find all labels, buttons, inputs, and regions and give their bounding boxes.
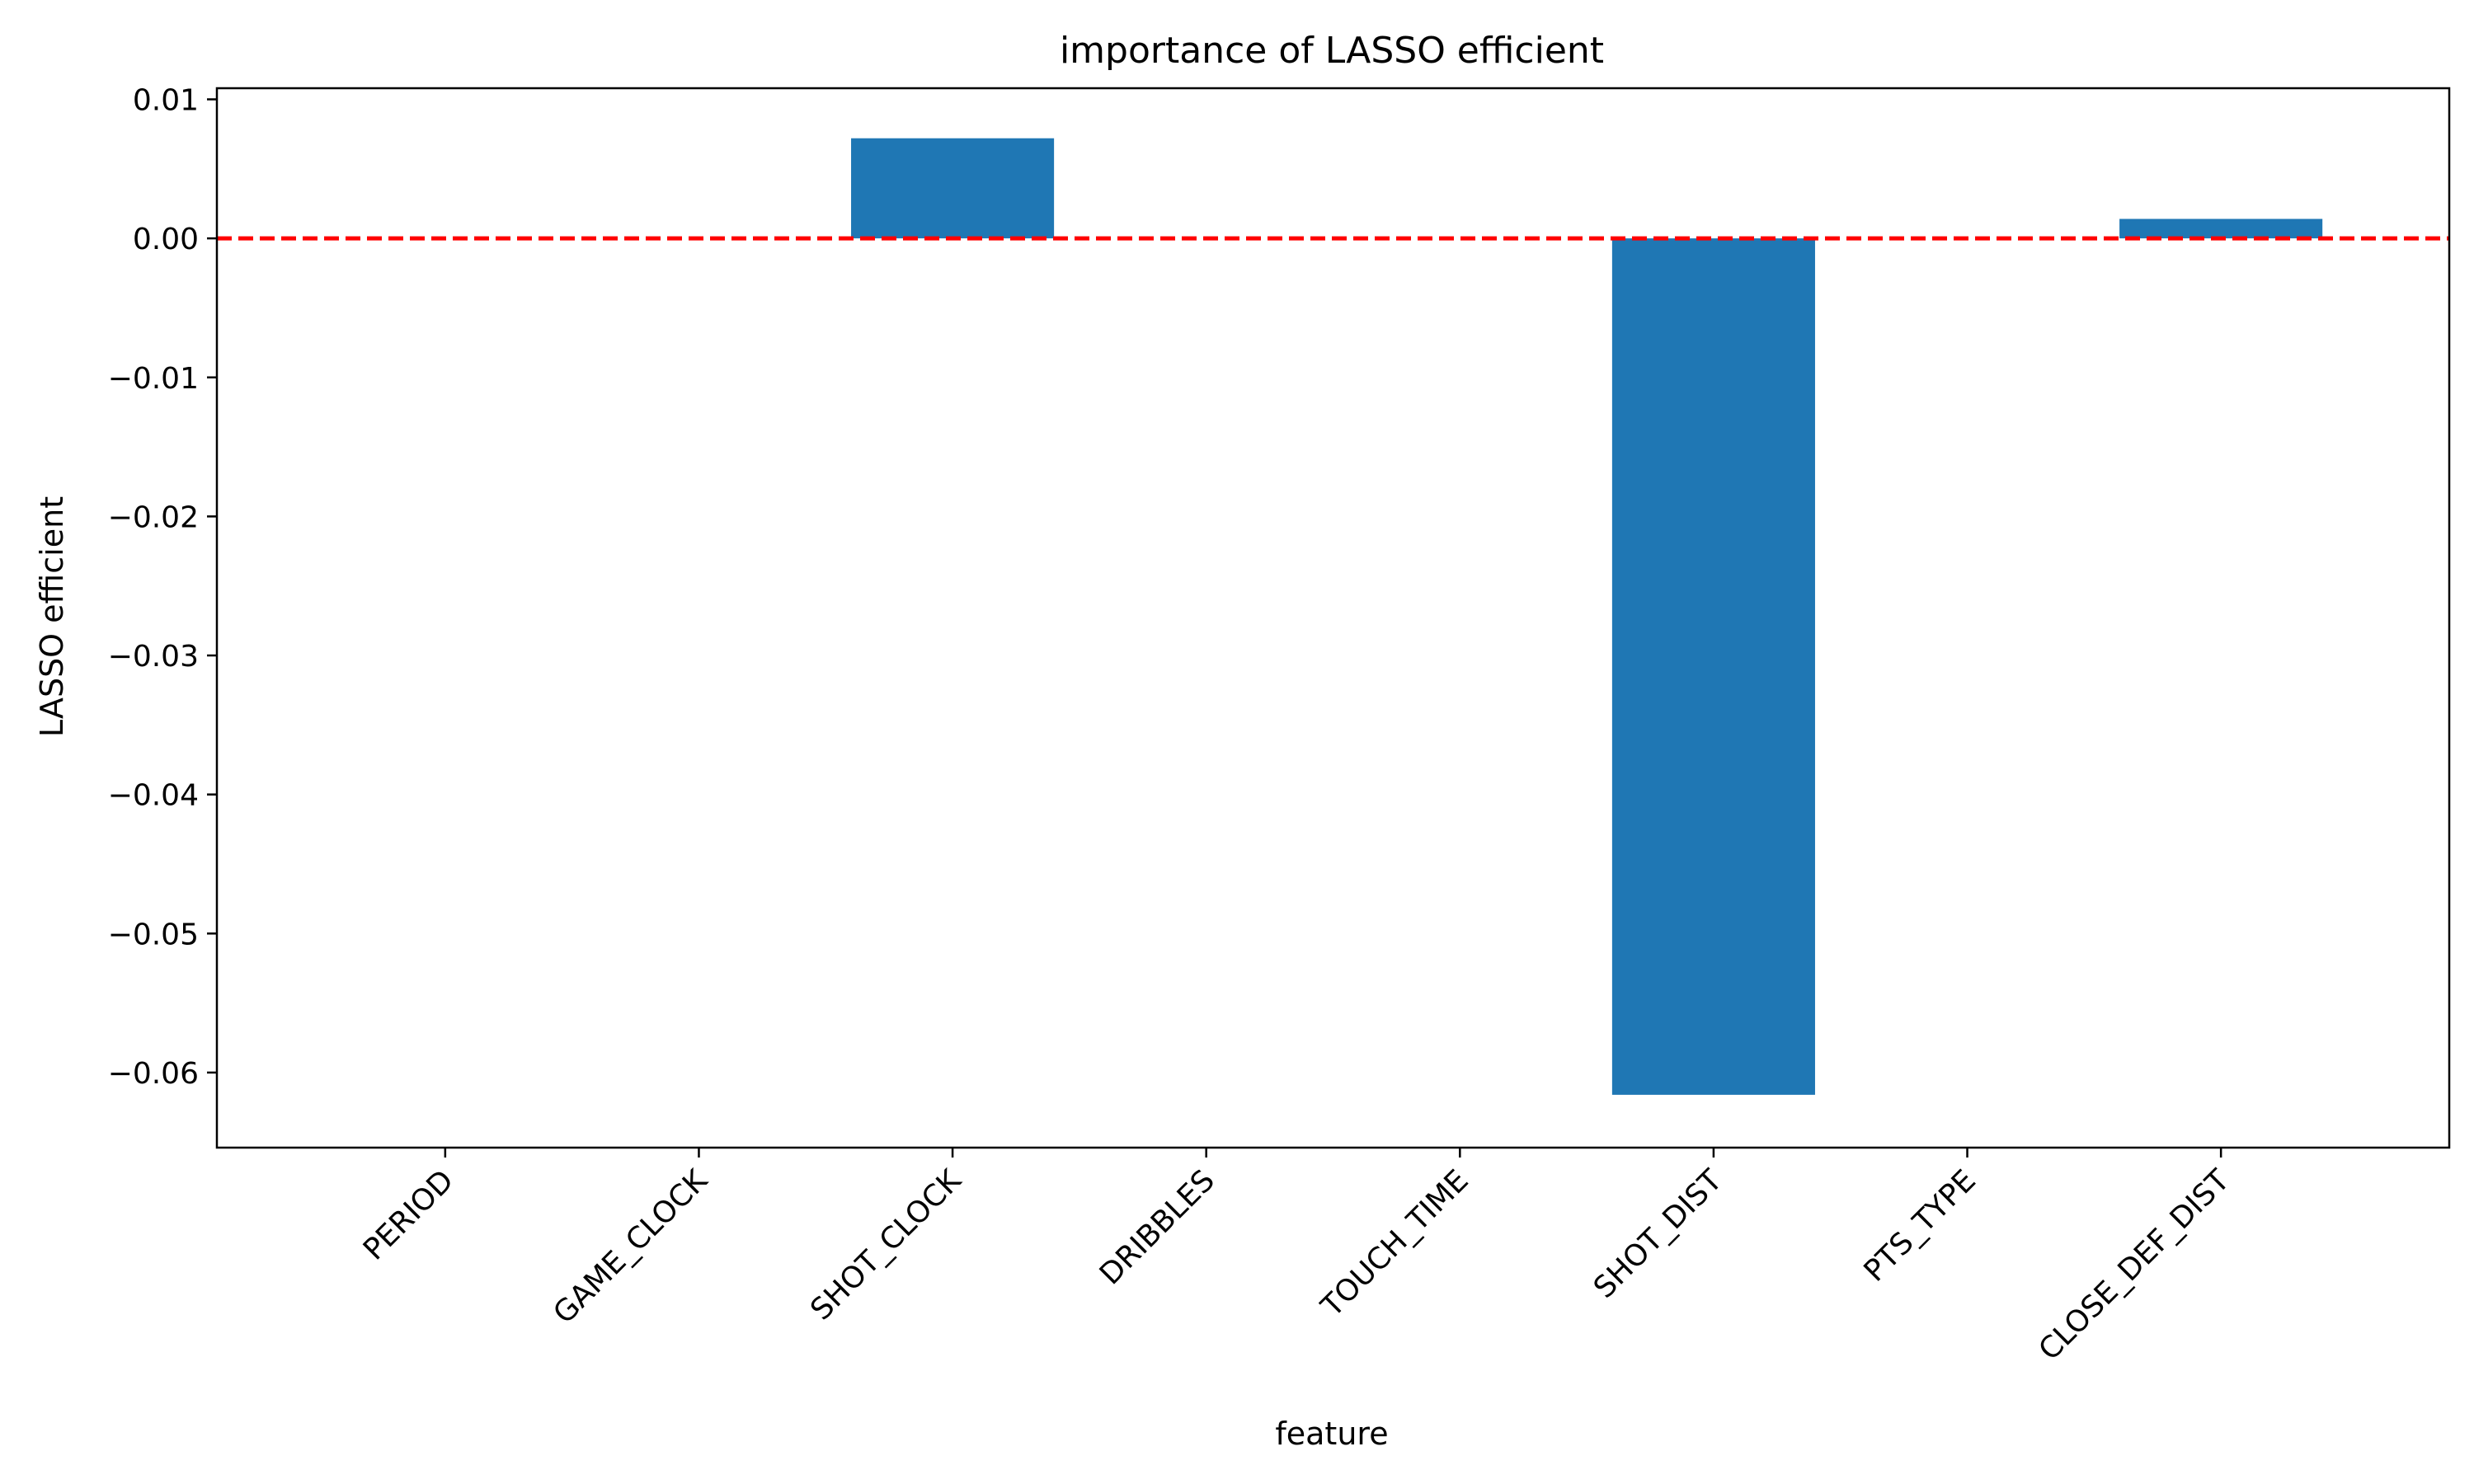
x-axis-label: feature (1275, 1416, 1388, 1452)
y-tick-label: −0.02 (108, 500, 199, 534)
plot-frame (215, 87, 2451, 1149)
y-tick-label: −0.06 (108, 1057, 199, 1091)
x-tick-label: DRIBBLES (1094, 1163, 1221, 1291)
bar-shot-clock (851, 138, 1055, 239)
y-tick-label: −0.04 (108, 779, 199, 813)
y-tick-label: 0.01 (133, 83, 199, 117)
x-tick-label: CLOSE_DEF_DIST (2033, 1163, 2237, 1368)
y-tick-label: 0.00 (133, 223, 199, 256)
x-tick-label: GAME_CLOCK (547, 1162, 714, 1330)
x-tick-label: PTS_TYPE (1858, 1163, 1982, 1288)
bar-shot-dist (1611, 238, 1815, 1095)
y-tick-label: −0.03 (108, 640, 199, 674)
y-tick-label: −0.05 (108, 918, 199, 951)
chart-title: importance of LASSO efficient (1060, 30, 1604, 72)
x-tick-label: TOUCH_TIME (1315, 1163, 1475, 1324)
plot-area: 0.01 0.00 −0.01 −0.02 −0.03 −0.04 −0.05 −0.06 PE… (108, 83, 2451, 1368)
x-tick-label: SHOT_CLOCK (804, 1162, 968, 1327)
y-tick-label: −0.01 (108, 362, 199, 396)
x-tick-label: PERIOD (357, 1163, 460, 1266)
x-tick-label: SHOT_DIST (1587, 1163, 1729, 1305)
bar-close-def-dist (2119, 218, 2323, 239)
y-axis-label: LASSO efficient (34, 496, 70, 737)
